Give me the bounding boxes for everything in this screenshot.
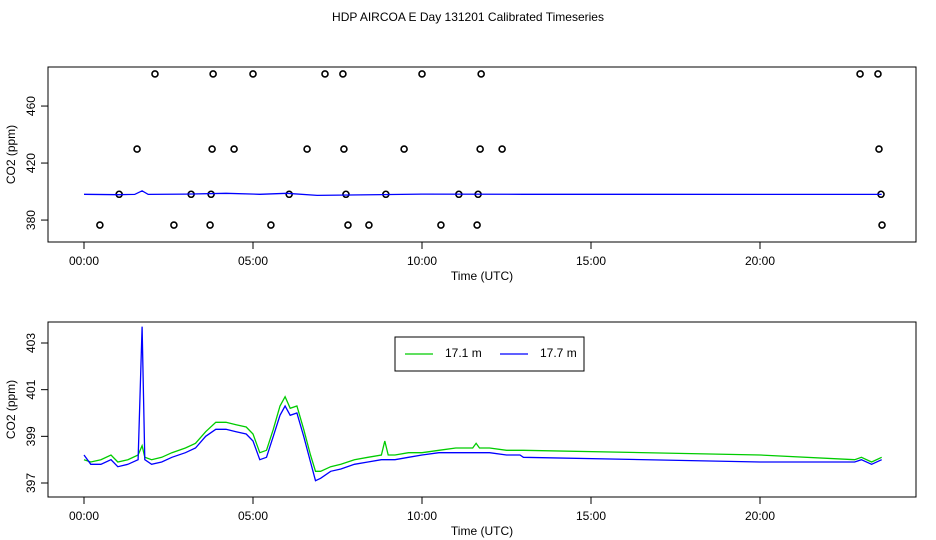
x-tick-label: 00:00 (69, 509, 99, 523)
x-tick-label: 15:00 (576, 509, 606, 523)
x-tick-label: 05:00 (238, 254, 268, 268)
point (321, 70, 329, 78)
x-tick-label: 15:00 (576, 254, 606, 268)
point (875, 145, 883, 153)
point (856, 70, 864, 78)
series-line (83, 326, 882, 482)
chart-title: HDP AIRCOA E Day 131201 Calibrated Times… (332, 10, 604, 24)
x-tick-label: 10:00 (407, 509, 437, 523)
y-tick-label: 460 (24, 96, 38, 116)
point (303, 145, 311, 153)
y-axis-label: CO2 (ppm) (4, 125, 18, 184)
y-tick-label: 399 (24, 426, 38, 446)
point (209, 70, 217, 78)
y-tick-label: 420 (24, 153, 38, 173)
point (400, 145, 408, 153)
point (498, 145, 506, 153)
point (437, 221, 445, 229)
x-axis-label: Time (UTC) (451, 269, 513, 283)
plot-box (47, 66, 917, 243)
x-tick-label: 20:00 (745, 254, 775, 268)
y-axis-label: CO2 (ppm) (4, 380, 18, 439)
point (340, 145, 348, 153)
series-line (83, 395, 882, 472)
point (477, 70, 485, 78)
x-tick-label: 05:00 (238, 509, 268, 523)
point (151, 70, 159, 78)
x-tick-label: 00:00 (69, 254, 99, 268)
x-tick-label: 10:00 (407, 254, 437, 268)
point (208, 145, 216, 153)
point (133, 145, 141, 153)
point (344, 221, 352, 229)
point (476, 145, 484, 153)
point (878, 221, 886, 229)
y-tick-label: 397 (24, 473, 38, 493)
point (206, 221, 214, 229)
y-tick-label: 380 (24, 210, 38, 230)
point (874, 70, 882, 78)
point (96, 221, 104, 229)
x-tick-label: 20:00 (745, 509, 775, 523)
point (342, 190, 350, 199)
x-axis-label: Time (UTC) (451, 524, 513, 538)
legend-label: 17.1 m (445, 346, 482, 360)
series-line (83, 190, 882, 197)
point (365, 221, 373, 229)
point (170, 221, 178, 229)
y-tick-label: 401 (24, 379, 38, 399)
point (339, 70, 347, 78)
point (249, 70, 257, 78)
y-tick-label: 403 (24, 333, 38, 353)
point (418, 70, 426, 78)
point (473, 221, 481, 229)
legend-label: 17.7 m (540, 346, 577, 360)
point (230, 145, 238, 153)
point (267, 221, 275, 229)
